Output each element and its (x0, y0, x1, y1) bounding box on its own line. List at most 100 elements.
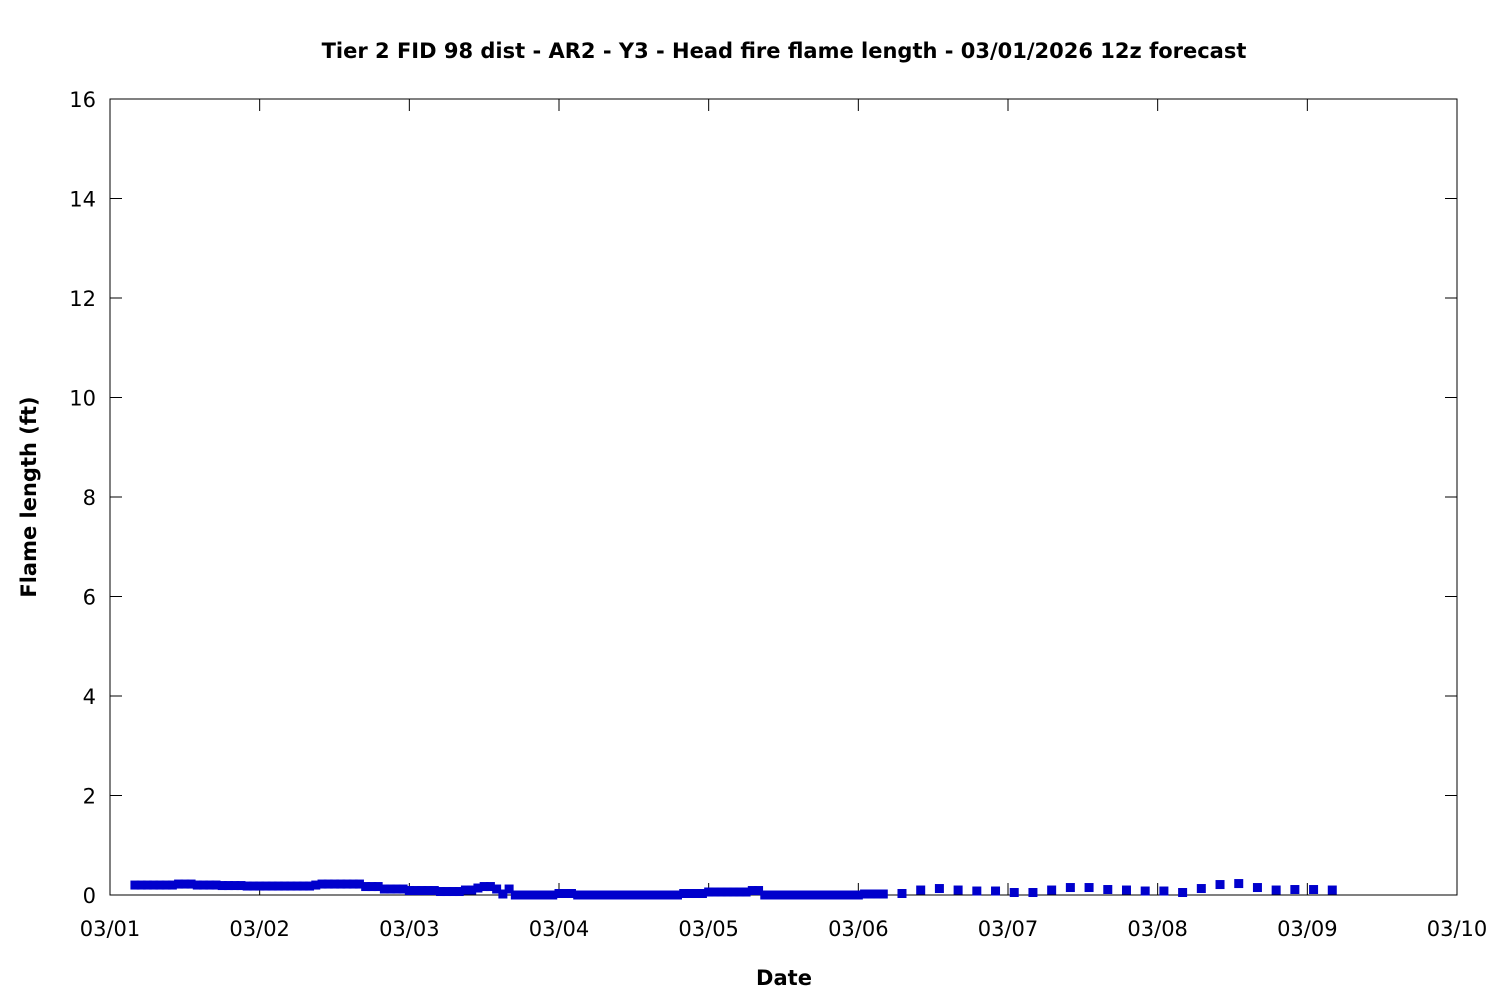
data-point (342, 879, 352, 889)
data-point (223, 881, 233, 891)
data-point (417, 886, 427, 896)
data-point (641, 890, 651, 900)
data-point (292, 881, 302, 891)
data-point (529, 890, 539, 900)
data-point (766, 890, 776, 900)
data-point (716, 887, 726, 897)
data-point (623, 890, 633, 900)
data-point (174, 879, 184, 889)
data-point (280, 881, 290, 891)
data-point (779, 890, 788, 900)
data-point (330, 879, 339, 889)
data-point (398, 884, 408, 894)
data-point (379, 884, 389, 894)
data-point (448, 887, 458, 897)
data-point (1234, 879, 1244, 889)
x-tick-label: 03/10 (1427, 917, 1488, 941)
data-point (828, 890, 838, 900)
data-point (473, 883, 483, 893)
data-point (1271, 885, 1281, 895)
data-point (729, 887, 739, 897)
data-point (741, 887, 751, 897)
data-point (760, 890, 770, 900)
data-point (1084, 883, 1094, 893)
x-tick-label: 03/09 (1277, 917, 1338, 941)
data-point (255, 881, 265, 891)
data-point (217, 881, 227, 891)
y-tick-label: 2 (83, 785, 96, 809)
data-point (155, 880, 165, 890)
data-point (916, 885, 926, 895)
data-point (411, 886, 421, 896)
data-point (273, 881, 283, 891)
data-point (261, 881, 271, 891)
data-point (286, 881, 296, 891)
data-point (560, 889, 570, 899)
x-tick-label: 03/03 (379, 917, 440, 941)
data-point (242, 881, 252, 891)
data-point (1009, 888, 1019, 898)
x-tick-label: 03/06 (828, 917, 889, 941)
data-point (492, 884, 502, 894)
data-point (835, 890, 845, 900)
data-point (797, 890, 807, 900)
data-point (1159, 886, 1169, 896)
y-tick-label: 10 (69, 387, 96, 411)
y-tick-label: 8 (83, 486, 96, 510)
data-point (616, 890, 626, 900)
data-point (348, 879, 358, 889)
x-tick-label: 03/02 (229, 917, 290, 941)
data-point (1028, 888, 1038, 898)
data-point (1065, 883, 1075, 893)
y-tick-label: 16 (69, 88, 96, 112)
x-tick-label: 03/07 (978, 917, 1039, 941)
data-point (953, 885, 963, 895)
data-point (573, 890, 583, 900)
data-point (872, 889, 882, 899)
data-point (604, 890, 614, 900)
data-point (934, 884, 944, 894)
data-point (816, 890, 826, 900)
data-point (267, 881, 277, 891)
data-point (785, 890, 795, 900)
data-point (666, 890, 676, 900)
data-point (386, 884, 396, 894)
x-tick-label: 03/04 (529, 917, 590, 941)
data-point (629, 890, 639, 900)
data-point (460, 885, 470, 895)
data-point (1196, 884, 1206, 894)
data-point (648, 890, 658, 900)
data-point (610, 890, 620, 900)
data-point (1252, 883, 1262, 893)
data-point (585, 890, 595, 900)
data-point (485, 882, 495, 892)
data-point (192, 880, 202, 890)
data-point (841, 890, 851, 900)
data-point (847, 890, 857, 900)
x-tick-label: 03/08 (1127, 917, 1188, 941)
data-point (336, 879, 346, 889)
data-point (373, 882, 383, 892)
data-point (860, 889, 870, 899)
x-tick-label: 03/01 (80, 917, 141, 941)
data-point (230, 881, 240, 891)
data-point (897, 889, 907, 899)
data-point (167, 880, 177, 890)
data-point (747, 886, 757, 896)
data-point (236, 881, 246, 891)
x-axis-label: Date (756, 966, 812, 990)
data-point (186, 879, 196, 889)
data-point (1327, 885, 1337, 895)
data-point (1178, 888, 1188, 898)
data-point (878, 889, 888, 899)
data-point (442, 887, 452, 897)
chart-title: Tier 2 FID 98 dist - AR2 - Y3 - Head fir… (322, 39, 1247, 63)
data-point (454, 887, 464, 897)
data-point (479, 882, 489, 892)
data-point (1140, 886, 1150, 896)
data-point (142, 880, 152, 890)
data-point (735, 887, 745, 897)
y-tick-label: 0 (83, 884, 96, 908)
data-point (1121, 885, 1131, 895)
